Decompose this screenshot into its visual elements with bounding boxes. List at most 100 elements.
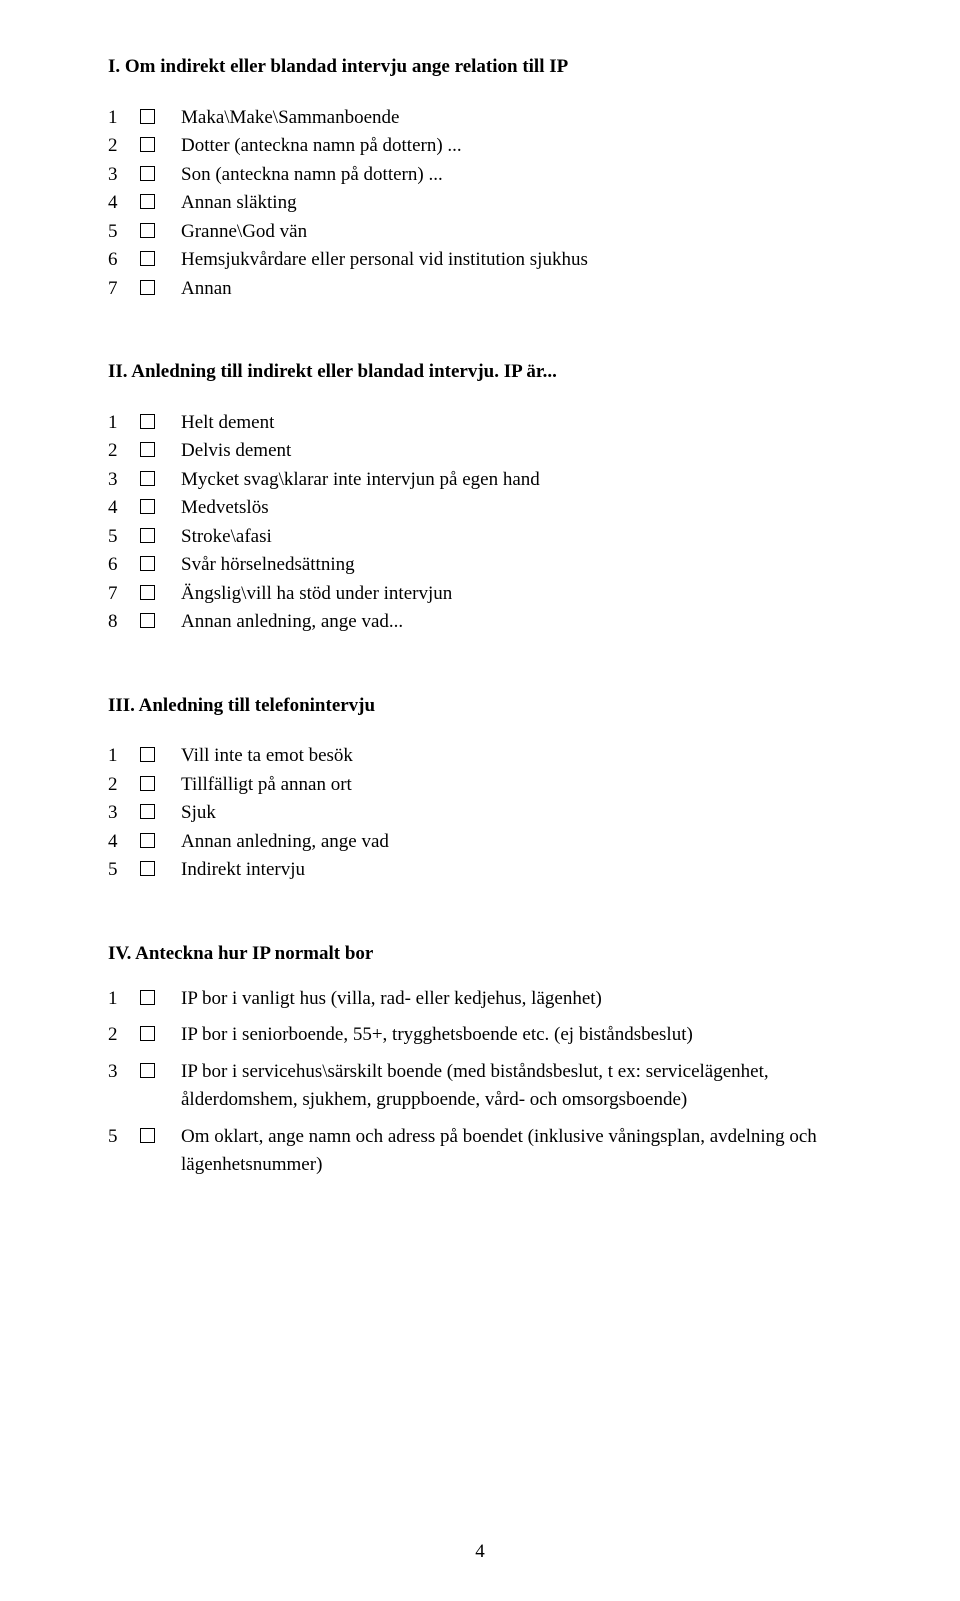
item-label: Annan släkting [181, 189, 852, 218]
list-item: 1 IP bor i vanligt hus (villa, rad- elle… [108, 985, 852, 1014]
section1-heading: I. Om indirekt eller blandad intervju an… [108, 54, 852, 80]
item-number: 6 [108, 246, 140, 275]
checkbox-icon[interactable] [140, 1063, 155, 1078]
checkbox-icon[interactable] [140, 471, 155, 486]
checkbox-icon[interactable] [140, 747, 155, 762]
section2-list: 1 Helt dement 2 Delvis dement 3 Mycket s… [108, 409, 852, 637]
list-item: 5 Granne\God vän [108, 218, 852, 247]
checkbox-icon[interactable] [140, 499, 155, 514]
checkbox-icon[interactable] [140, 833, 155, 848]
list-item: 5 Stroke\afasi [108, 523, 852, 552]
item-number: 5 [108, 1123, 140, 1152]
list-item: 2 IP bor i seniorboende, 55+, trygghetsb… [108, 1021, 852, 1050]
list-item: 3 Mycket svag\klarar inte intervjun på e… [108, 466, 852, 495]
item-label: IP bor i seniorboende, 55+, trygghetsboe… [181, 1021, 852, 1050]
list-item: 8 Annan anledning, ange vad... [108, 608, 852, 637]
checkbox-icon[interactable] [140, 280, 155, 295]
item-number: 1 [108, 104, 140, 133]
item-number: 5 [108, 856, 140, 885]
item-number: 7 [108, 275, 140, 304]
checkbox-icon[interactable] [140, 990, 155, 1005]
item-label: Ängslig\vill ha stöd under intervjun [181, 580, 852, 609]
item-label: Vill inte ta emot besök [181, 742, 852, 771]
item-label: Mycket svag\klarar inte intervjun på ege… [181, 466, 852, 495]
section1-list: 1 Maka\Make\Sammanboende 2 Dotter (antec… [108, 104, 852, 304]
list-item: 6 Hemsjukvårdare eller personal vid inst… [108, 246, 852, 275]
list-item: 2 Tillfälligt på annan ort [108, 771, 852, 800]
page-number: 4 [0, 1541, 960, 1563]
checkbox-icon[interactable] [140, 776, 155, 791]
checkbox-icon[interactable] [140, 194, 155, 209]
list-item: 3 Sjuk [108, 799, 852, 828]
list-item: 7 Ängslig\vill ha stöd under intervjun [108, 580, 852, 609]
item-label: Hemsjukvårdare eller personal vid instit… [181, 246, 852, 275]
list-item: 1 Maka\Make\Sammanboende [108, 104, 852, 133]
item-label: Helt dement [181, 409, 852, 438]
section4-list: 1 IP bor i vanligt hus (villa, rad- elle… [108, 985, 852, 1180]
checkbox-icon[interactable] [140, 613, 155, 628]
checkbox-icon[interactable] [140, 442, 155, 457]
item-number: 1 [108, 742, 140, 771]
list-item: 4 Medvetslös [108, 494, 852, 523]
item-number: 3 [108, 466, 140, 495]
list-item: 3 IP bor i servicehus\särskilt boende (m… [108, 1058, 852, 1115]
checkbox-icon[interactable] [140, 251, 155, 266]
item-label: Om oklart, ange namn och adress på boend… [181, 1123, 852, 1180]
item-number: 2 [108, 1021, 140, 1050]
checkbox-icon[interactable] [140, 137, 155, 152]
checkbox-icon[interactable] [140, 528, 155, 543]
item-label: Annan anledning, ange vad... [181, 608, 852, 637]
section4-heading: IV. Anteckna hur IP normalt bor [108, 941, 852, 967]
list-item: 6 Svår hörselnedsättning [108, 551, 852, 580]
checkbox-icon[interactable] [140, 414, 155, 429]
checkbox-icon[interactable] [140, 804, 155, 819]
checkbox-icon[interactable] [140, 1128, 155, 1143]
list-item: 4 Annan anledning, ange vad [108, 828, 852, 857]
item-label: Medvetslös [181, 494, 852, 523]
checkbox-icon[interactable] [140, 556, 155, 571]
item-label: Son (anteckna namn på dottern) ... [181, 161, 852, 190]
item-label: IP bor i servicehus\särskilt boende (med… [181, 1058, 852, 1115]
item-label: Dotter (anteckna namn på dottern) ... [181, 132, 852, 161]
item-number: 3 [108, 799, 140, 828]
page: I. Om indirekt eller blandad intervju an… [0, 0, 960, 1601]
checkbox-icon[interactable] [140, 861, 155, 876]
item-label: Granne\God vän [181, 218, 852, 247]
checkbox-icon[interactable] [140, 1026, 155, 1041]
list-item: 2 Delvis dement [108, 437, 852, 466]
item-number: 5 [108, 218, 140, 247]
item-number: 7 [108, 580, 140, 609]
item-number: 6 [108, 551, 140, 580]
list-item: 2 Dotter (anteckna namn på dottern) ... [108, 132, 852, 161]
checkbox-icon[interactable] [140, 109, 155, 124]
item-number: 4 [108, 828, 140, 857]
item-number: 5 [108, 523, 140, 552]
list-item: 7 Annan [108, 275, 852, 304]
list-item: 3 Son (anteckna namn på dottern) ... [108, 161, 852, 190]
item-number: 1 [108, 985, 140, 1014]
item-number: 2 [108, 771, 140, 800]
checkbox-icon[interactable] [140, 223, 155, 238]
item-label: Tillfälligt på annan ort [181, 771, 852, 800]
list-item: 5 Om oklart, ange namn och adress på boe… [108, 1123, 852, 1180]
item-label: IP bor i vanligt hus (villa, rad- eller … [181, 985, 852, 1014]
section3-heading: III. Anledning till telefonintervju [108, 693, 852, 719]
item-label: Stroke\afasi [181, 523, 852, 552]
checkbox-icon[interactable] [140, 585, 155, 600]
item-label: Annan [181, 275, 852, 304]
list-item: 1 Vill inte ta emot besök [108, 742, 852, 771]
item-label: Sjuk [181, 799, 852, 828]
section2-heading: II. Anledning till indirekt eller blanda… [108, 359, 852, 385]
item-number: 3 [108, 1058, 140, 1087]
item-label: Svår hörselnedsättning [181, 551, 852, 580]
item-label: Annan anledning, ange vad [181, 828, 852, 857]
list-item: 5 Indirekt intervju [108, 856, 852, 885]
item-number: 2 [108, 132, 140, 161]
item-number: 1 [108, 409, 140, 438]
item-number: 2 [108, 437, 140, 466]
item-number: 8 [108, 608, 140, 637]
section3-list: 1 Vill inte ta emot besök 2 Tillfälligt … [108, 742, 852, 885]
list-item: 4 Annan släkting [108, 189, 852, 218]
checkbox-icon[interactable] [140, 166, 155, 181]
list-item: 1 Helt dement [108, 409, 852, 438]
